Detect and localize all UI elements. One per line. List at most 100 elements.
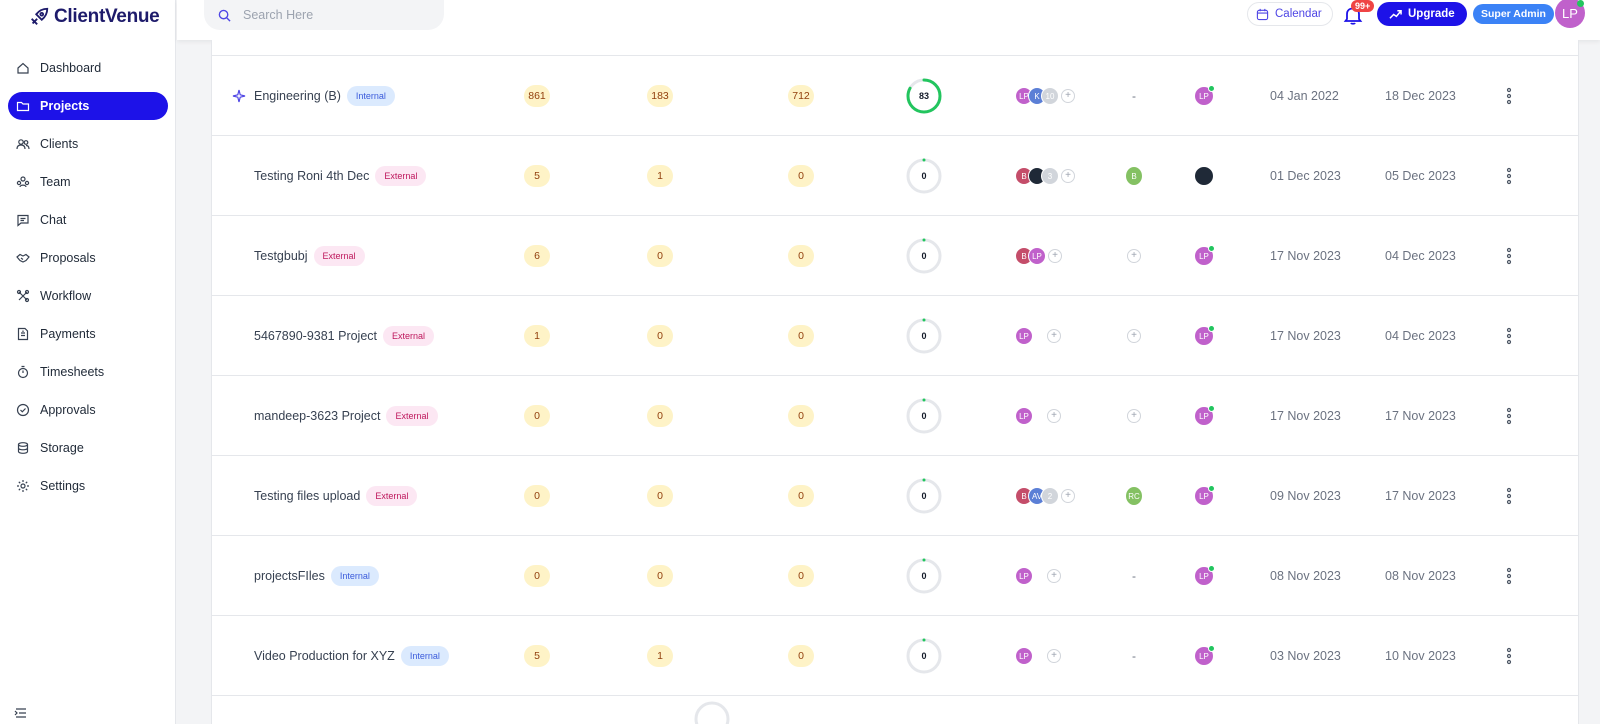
add-member-button[interactable]: + — [1047, 569, 1061, 583]
sidebar-item-label: Clients — [40, 137, 79, 151]
project-name[interactable]: Testing Roni 4th Dec — [254, 169, 370, 183]
upgrade-button[interactable]: Upgrade — [1377, 2, 1467, 26]
project-name[interactable]: Engineering (B) — [254, 89, 341, 103]
owner-avatar[interactable]: LP — [1194, 405, 1215, 426]
add-member-button[interactable]: + — [1047, 649, 1061, 663]
sidebar-item-storage[interactable]: Storage — [8, 434, 168, 462]
member-avatar[interactable]: LP — [1028, 247, 1046, 265]
add-member-button[interactable]: + — [1048, 249, 1062, 263]
progress-cell: 0 — [905, 216, 943, 296]
end-date: 08 Nov 2023 — [1385, 569, 1456, 583]
end-date: 18 Dec 2023 — [1385, 89, 1456, 103]
table-row[interactable]: Testgbubj External 6 0 0 0 B LP + + LP 17 Nov 2023 0… — [212, 216, 1578, 296]
progress-ring: 0 — [906, 318, 942, 354]
owner-avatar[interactable]: LP — [1194, 485, 1215, 506]
row-actions-cell — [1504, 296, 1514, 376]
member-avatar[interactable]: 2 — [1041, 487, 1059, 505]
table-row[interactable]: Engineering (B) Internal 861 183 712 83 LP K 10 +… — [212, 56, 1578, 136]
more-vertical-icon[interactable] — [1506, 167, 1512, 185]
count-cell-3: 0 — [788, 136, 827, 216]
sidebar-item-clients[interactable]: Clients — [8, 130, 168, 158]
sparkle-icon[interactable] — [232, 89, 246, 103]
client-avatar[interactable]: RC — [1125, 486, 1143, 506]
owner-cell: LP — [1194, 216, 1215, 296]
members-cell: LP + — [1015, 536, 1061, 616]
client-avatar[interactable]: B — [1125, 166, 1143, 186]
member-avatar[interactable]: LP — [1015, 567, 1033, 585]
project-name[interactable]: mandeep-3623 Project — [254, 409, 381, 423]
sidebar-item-dashboard[interactable]: Dashboard — [8, 54, 168, 82]
project-type-tag: Internal — [400, 646, 449, 666]
owner-avatar[interactable]: LP — [1194, 565, 1215, 586]
add-client-button[interactable]: + — [1127, 409, 1141, 423]
more-vertical-icon[interactable] — [1506, 327, 1512, 345]
more-vertical-icon[interactable] — [1506, 567, 1512, 585]
owner-avatar[interactable] — [1194, 166, 1214, 186]
count-badge: 0 — [788, 405, 814, 427]
owner-avatar[interactable]: LP — [1194, 325, 1215, 346]
owner-online-dot — [1208, 85, 1215, 92]
owner-avatar[interactable]: LP — [1194, 645, 1215, 666]
add-member-button[interactable]: + — [1047, 329, 1061, 343]
owner-cell: LP — [1194, 376, 1215, 456]
progress-value: 0 — [921, 171, 926, 181]
role-badge[interactable]: Super Admin — [1473, 4, 1554, 24]
sidebar-item-approvals[interactable]: Approvals — [8, 396, 168, 424]
count-cell-3: 0 — [788, 376, 827, 456]
count-badge: 0 — [647, 565, 673, 587]
more-vertical-icon[interactable] — [1506, 407, 1512, 425]
add-member-button[interactable]: + — [1061, 89, 1075, 103]
member-avatar[interactable]: 10 — [1041, 87, 1059, 105]
members-cell: B 3 + — [1015, 136, 1075, 216]
team-icon — [16, 176, 30, 188]
owner-avatar[interactable]: LP — [1194, 85, 1215, 106]
project-name[interactable]: Testing files upload — [254, 489, 361, 503]
add-member-button[interactable]: + — [1061, 169, 1075, 183]
progress-ring: 0 — [906, 158, 942, 194]
project-name[interactable]: 5467890-9381 Project — [254, 329, 378, 343]
add-member-button[interactable]: + — [1047, 409, 1061, 423]
more-vertical-icon[interactable] — [1506, 87, 1512, 105]
sidebar-item-team[interactable]: Team — [8, 168, 168, 196]
add-member-button[interactable]: + — [1061, 489, 1075, 503]
table-row[interactable]: Testing Roni 4th Dec External 5 1 0 0 B 3 + B 01 D… — [212, 136, 1578, 216]
table-row[interactable]: 5467890-9381 Project External 1 0 0 0 LP + + LP 17… — [212, 296, 1578, 376]
start-date: 17 Nov 2023 — [1270, 249, 1341, 263]
member-avatar[interactable]: LP — [1015, 327, 1033, 345]
sidebar-item-workflow[interactable]: Workflow — [8, 282, 168, 310]
count-badge: 0 — [788, 245, 814, 267]
sidebar-item-chat[interactable]: Chat — [8, 206, 168, 234]
app-logo[interactable]: ClientVenue — [28, 6, 160, 28]
more-vertical-icon[interactable] — [1506, 487, 1512, 505]
member-avatar[interactable]: LP — [1015, 407, 1033, 425]
sidebar-item-proposals[interactable]: Proposals — [8, 244, 168, 272]
search-input[interactable] — [243, 8, 423, 22]
project-name[interactable]: projectsFIles — [254, 569, 325, 583]
project-name[interactable]: Video Production for XYZ — [254, 649, 395, 663]
table-row[interactable]: projectsFIles Internal 0 0 0 0 LP + - LP 08 Nov 20… — [212, 536, 1578, 616]
check-circle-icon — [16, 403, 30, 417]
project-name[interactable]: Testgbubj — [254, 249, 308, 263]
row-icon-spacer — [232, 249, 246, 263]
project-name-cell: Testing files upload External — [232, 456, 418, 536]
add-client-button[interactable]: + — [1127, 329, 1141, 343]
calendar-button[interactable]: Calendar — [1247, 2, 1333, 26]
sidebar-item-projects[interactable]: Projects — [8, 92, 168, 120]
add-client-button[interactable]: + — [1127, 249, 1141, 263]
member-avatar[interactable]: 3 — [1041, 167, 1059, 185]
more-vertical-icon[interactable] — [1506, 247, 1512, 265]
progress-ring: 0 — [906, 638, 942, 674]
sidebar-item-payments[interactable]: Payments — [8, 320, 168, 348]
end-date: 17 Nov 2023 — [1385, 409, 1456, 423]
sidebar-item-settings[interactable]: Settings — [8, 472, 168, 500]
more-vertical-icon[interactable] — [1506, 647, 1512, 665]
table-row[interactable]: mandeep-3623 Project External 0 0 0 0 LP + + LP 17… — [212, 376, 1578, 456]
owner-avatar[interactable]: LP — [1194, 245, 1215, 266]
owner-online-dot — [1208, 325, 1215, 332]
member-avatar[interactable]: LP — [1015, 647, 1033, 665]
collapse-sidebar-icon[interactable] — [14, 706, 28, 720]
end-date-cell: 10 Nov 2023 — [1385, 616, 1456, 696]
table-row[interactable]: Video Production for XYZ Internal 5 1 0 0 LP + -… — [212, 616, 1578, 696]
table-row[interactable]: Testing files upload External 0 0 0 0 B AV 2 + RC L… — [212, 456, 1578, 536]
sidebar-item-timesheets[interactable]: Timesheets — [8, 358, 168, 386]
